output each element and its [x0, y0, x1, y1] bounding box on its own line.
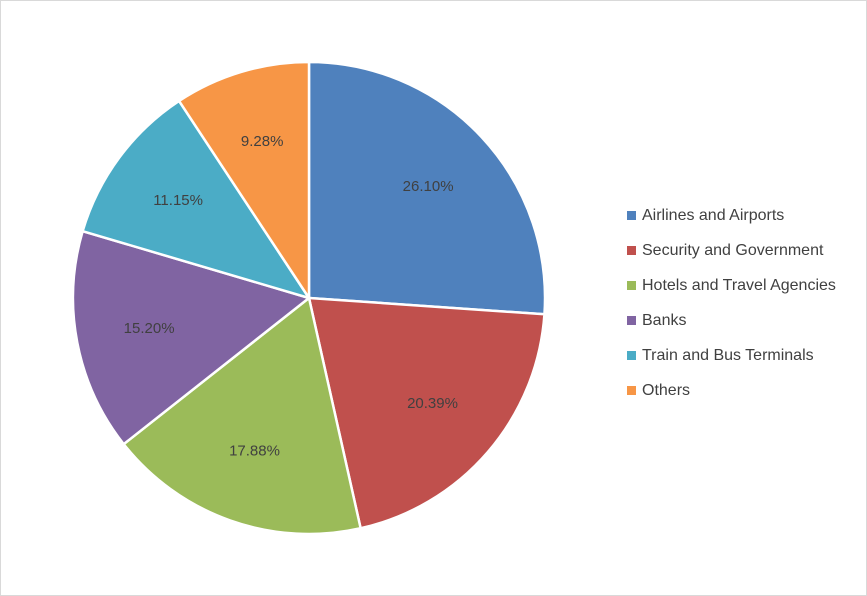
legend-label: Airlines and Airports	[642, 206, 785, 224]
slice-label-banks: 15.20%	[124, 320, 175, 337]
legend-swatch	[627, 211, 636, 220]
pie-slice-security-and-government	[307, 296, 546, 530]
legend-swatch	[627, 281, 636, 290]
legend-swatch	[627, 246, 636, 255]
legend-label: Others	[642, 381, 691, 399]
slice-label-airlines-and-airports: 26.10%	[403, 178, 454, 195]
legend-swatch	[627, 386, 636, 395]
legend-swatch	[627, 316, 636, 325]
legend-item-airlines-and-airports: Airlines and Airports	[627, 198, 836, 233]
slice-label-train-and-bus-terminals: 11.15%	[153, 192, 203, 209]
slice-label-others: 9.28%	[241, 133, 284, 150]
pie-slice-hotels-and-travel-agencies	[122, 296, 362, 536]
legend-item-others: Others	[627, 373, 836, 408]
legend-swatch	[627, 351, 636, 360]
pie-slice-banks	[71, 229, 311, 446]
slice-label-security-and-government: 20.39%	[407, 395, 458, 412]
slice-label-hotels-and-travel-agencies: 17.88%	[229, 442, 280, 459]
legend-item-banks: Banks	[627, 303, 836, 338]
pie-slice-airlines-and-airports	[307, 60, 547, 316]
legend-item-security-and-government: Security and Government	[627, 233, 836, 268]
legend: Airlines and Airports Security and Govern…	[627, 198, 836, 408]
data-labels: 26.10% 20.39% 17.88% 15.20% 11.15% 9.28%	[124, 133, 458, 460]
pie-slice-others	[177, 60, 311, 300]
legend-item-train-and-bus-terminals: Train and Bus Terminals	[627, 338, 836, 373]
legend-label: Security and Government	[642, 241, 824, 259]
pie-slice-train-and-bus-terminals	[81, 99, 311, 300]
legend-label: Banks	[642, 311, 687, 329]
legend-item-hotels-and-travel-agencies: Hotels and Travel Agencies	[627, 268, 836, 303]
legend-label: Train and Bus Terminals	[642, 346, 814, 364]
legend-label: Hotels and Travel Agencies	[642, 276, 836, 294]
